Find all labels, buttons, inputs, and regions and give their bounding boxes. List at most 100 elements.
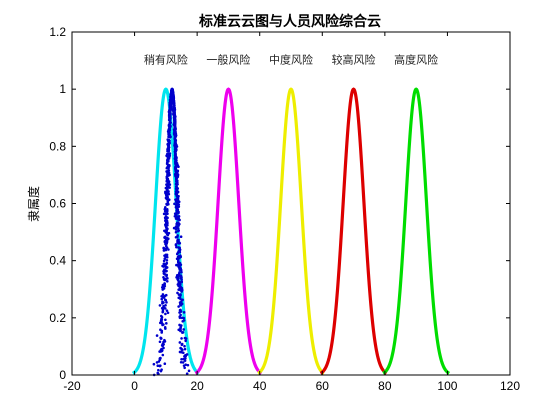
cloud-drop xyxy=(167,110,171,114)
cloud-drop xyxy=(167,123,171,127)
cloud-drop xyxy=(185,372,189,375)
y-axis: 0 0.2 0.4 0.6 0.8 1 1.2 xyxy=(49,25,510,382)
cloud-drop xyxy=(164,327,167,330)
cloud-drop xyxy=(161,293,165,296)
cloud-drop xyxy=(164,242,167,246)
cloud-drop xyxy=(174,243,178,247)
curve-series-5 xyxy=(382,87,450,375)
cloud-drop xyxy=(182,319,186,322)
cloud-drop xyxy=(174,192,178,196)
y-tick-label: 0 xyxy=(59,368,66,382)
cloud-drop xyxy=(162,249,166,252)
x-tick-label: 60 xyxy=(316,379,330,393)
cloud-drop xyxy=(178,341,182,344)
cloud-drop xyxy=(166,198,170,201)
cloud-drop xyxy=(183,366,186,370)
cloud-drop xyxy=(177,246,180,249)
cloud-drop xyxy=(173,202,176,206)
cloud-drop xyxy=(159,328,162,332)
cloud-drop xyxy=(173,140,177,143)
cloud-drop xyxy=(164,217,167,221)
x-tick-label: 20 xyxy=(190,379,204,393)
cloud-drop xyxy=(166,187,169,191)
cloud-drop xyxy=(181,331,184,334)
cloud-drop xyxy=(178,271,181,274)
cloud-drop xyxy=(157,368,160,372)
cloud-drop xyxy=(166,190,170,194)
cloud-drop xyxy=(170,88,174,91)
cloud-drop xyxy=(180,288,184,292)
cloud-drop xyxy=(184,339,187,343)
cloud-drop xyxy=(160,297,164,301)
cloud-drop xyxy=(176,217,179,220)
cloud-drop xyxy=(178,222,181,226)
cloud-drop xyxy=(162,340,165,344)
cloud-drop xyxy=(152,362,156,366)
cloud-drop xyxy=(177,240,181,244)
risk-level-label: 一般风险 xyxy=(206,52,250,66)
cloud-drop xyxy=(166,171,169,175)
cloud-drop xyxy=(169,98,173,102)
cloud-drop xyxy=(167,118,171,122)
cloud-drop xyxy=(159,319,163,323)
cloud-drop xyxy=(179,308,182,312)
curve-group xyxy=(132,87,450,375)
cloud-drop xyxy=(186,363,190,367)
cloud-drop xyxy=(183,336,187,340)
cloud-drop xyxy=(166,149,169,153)
cloud-drop xyxy=(164,269,167,272)
cloud-drop xyxy=(174,135,178,138)
cloud-drop xyxy=(174,230,178,234)
cloud-drop xyxy=(174,213,178,217)
cloud-drop xyxy=(165,255,168,259)
cloud-drop xyxy=(156,364,160,368)
cloud-drop xyxy=(175,171,179,174)
cloud-drop xyxy=(178,311,181,314)
cloud-drop xyxy=(164,228,168,232)
cloud-drop xyxy=(172,104,175,108)
cloud-drop xyxy=(155,361,159,364)
cloud-drop xyxy=(165,194,168,197)
cloud-drop xyxy=(182,316,186,320)
y-tick-label: 1 xyxy=(59,82,66,96)
cloud-drop xyxy=(162,346,165,350)
cloud-drop xyxy=(167,192,171,196)
cloud-drop xyxy=(176,173,180,177)
y-tick-label: 0.8 xyxy=(49,139,66,153)
cloud-drop xyxy=(163,298,167,302)
cloud-drop xyxy=(166,162,169,166)
cloud-drop xyxy=(178,323,181,327)
cloud-drop xyxy=(173,157,177,161)
cloud-drop xyxy=(167,166,170,170)
cloud-drop xyxy=(165,231,169,235)
cloud-drop xyxy=(175,245,178,249)
cloud-drop xyxy=(182,357,185,361)
cloud-drop xyxy=(166,173,169,177)
cloud-drop xyxy=(181,348,184,352)
curve-series-4 xyxy=(319,87,388,375)
annotation-group: 稍有风险 一般风险 中度风险 较高风险 高度风险 xyxy=(144,52,438,66)
cloud-drop xyxy=(167,145,171,149)
cloud-drop xyxy=(174,225,178,228)
cloud-drop xyxy=(164,196,168,200)
cloud-drop xyxy=(168,186,171,189)
cloud-drop xyxy=(163,209,167,213)
cloud-drop xyxy=(168,113,172,117)
cloud-drop xyxy=(168,127,171,130)
cloud-drop xyxy=(168,121,172,124)
cloud-drop xyxy=(179,276,182,280)
cloud-drop xyxy=(182,311,186,314)
cloud-drop xyxy=(176,205,180,209)
cloud-drop xyxy=(161,323,164,327)
cloud-drop xyxy=(162,246,166,250)
cloud-drop xyxy=(172,226,176,230)
cloud-drop xyxy=(159,337,163,340)
cloud-drop xyxy=(166,212,169,216)
cloud-drop xyxy=(173,142,177,145)
cloud-drop xyxy=(167,180,171,183)
cloud-drop xyxy=(156,371,160,375)
cloud-drop xyxy=(179,267,182,271)
cloud-drop xyxy=(167,153,171,157)
cloud-drop xyxy=(172,98,176,102)
